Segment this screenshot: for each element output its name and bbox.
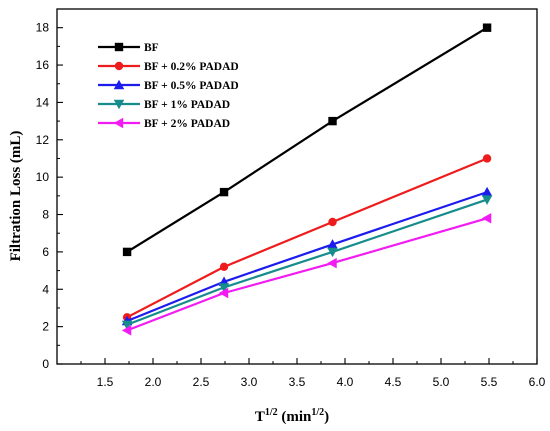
legend-marker bbox=[113, 79, 125, 90]
series-3 bbox=[121, 195, 493, 331]
data-point bbox=[327, 247, 338, 258]
data-point bbox=[481, 195, 493, 205]
x-tick-label: 3.0 bbox=[241, 375, 258, 389]
series-0 bbox=[122, 23, 492, 257]
series-1 bbox=[122, 154, 492, 322]
x-tick-label: 4.0 bbox=[337, 375, 354, 389]
x-tick-label: 5.0 bbox=[433, 375, 450, 389]
legend-item: BF + 0.2% PADAD bbox=[98, 61, 239, 73]
plot-frame bbox=[56, 8, 538, 365]
data-point bbox=[482, 154, 492, 163]
series-4 bbox=[121, 213, 492, 336]
data-point bbox=[219, 187, 229, 197]
legend-marker bbox=[113, 117, 124, 129]
y-tick-label: 12 bbox=[36, 133, 50, 147]
y-tick-label: 16 bbox=[36, 58, 50, 72]
data-point bbox=[218, 283, 230, 293]
y-tick-label: 14 bbox=[36, 95, 50, 109]
x-tick-label: 2.5 bbox=[193, 375, 210, 389]
data-point bbox=[219, 262, 229, 272]
y-axis-title: Filtration Loss (mL) bbox=[8, 131, 24, 262]
legend-item: BF + 2% PADAD bbox=[98, 117, 230, 130]
legend-label: BF + 1% PADAD bbox=[144, 99, 230, 111]
legend-item: BF + 1% PADAD bbox=[98, 99, 230, 111]
data-point bbox=[327, 257, 337, 269]
x-tick-label: 2.0 bbox=[145, 375, 162, 389]
y-tick-label: 0 bbox=[42, 357, 49, 371]
series-line bbox=[126, 191, 488, 323]
series-line bbox=[126, 157, 488, 319]
x-tick-label: 5.5 bbox=[481, 375, 498, 389]
data-point bbox=[328, 217, 337, 227]
x-tick-label: 3.5 bbox=[289, 375, 306, 389]
x-tick-label: 1.5 bbox=[97, 375, 114, 389]
data-point bbox=[121, 320, 133, 331]
legend-item: BF + 0.5% PADAD bbox=[98, 79, 239, 92]
data-point bbox=[328, 116, 337, 126]
data-point bbox=[481, 213, 492, 224]
legend-label: BF + 0.5% PADAD bbox=[144, 80, 239, 92]
x-tick-label: 4.5 bbox=[385, 375, 402, 389]
legend-label: BF + 2% PADAD bbox=[144, 118, 230, 130]
data-point bbox=[218, 287, 229, 299]
legend-marker bbox=[114, 61, 124, 71]
y-tick-label: 4 bbox=[42, 282, 49, 296]
y-tick-label: 6 bbox=[42, 245, 49, 259]
legend-label: BF bbox=[144, 42, 159, 54]
series-line bbox=[126, 26, 488, 253]
data-point bbox=[121, 325, 132, 336]
legend-item: BF bbox=[98, 42, 159, 54]
data-point bbox=[481, 186, 493, 197]
legend-label: BF + 0.2% PADAD bbox=[144, 61, 239, 73]
series-line bbox=[126, 217, 488, 332]
data-point bbox=[327, 239, 338, 249]
x-axis-title: T1/2 (min1/2) bbox=[255, 407, 329, 425]
data-point bbox=[482, 23, 492, 32]
y-tick-label: 10 bbox=[36, 170, 50, 184]
legend-marker bbox=[114, 42, 124, 52]
series-line bbox=[126, 198, 488, 326]
x-tick-label: 6.0 bbox=[529, 375, 546, 389]
y-tick-label: 8 bbox=[42, 208, 49, 222]
y-tick-label: 2 bbox=[42, 320, 49, 334]
y-tick-label: 18 bbox=[36, 21, 50, 35]
legend-marker bbox=[113, 99, 125, 110]
data-point bbox=[122, 247, 132, 257]
